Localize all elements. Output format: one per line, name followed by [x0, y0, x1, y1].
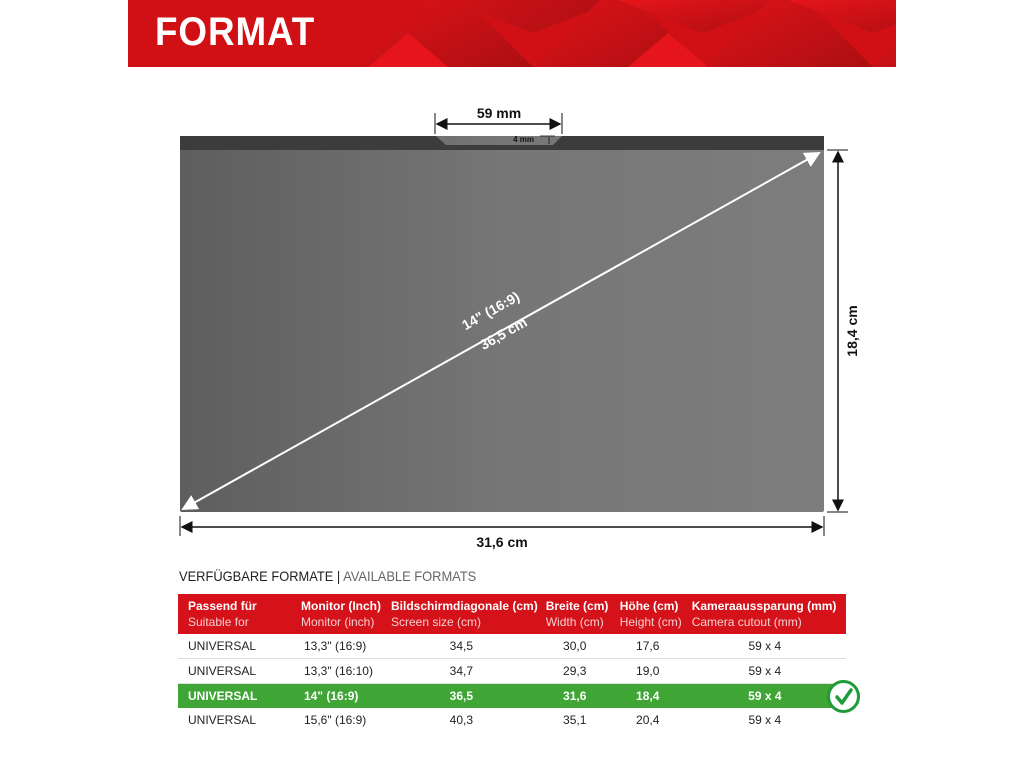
table-row-highlighted: UNIVERSAL 14" (16:9) 36,5 31,6 18,4 59 x 4 — [178, 683, 846, 708]
cell-screen-size: 34,5 — [385, 634, 538, 659]
header-suitable-for: Passend für Suitable for — [178, 594, 291, 634]
cell-monitor: 13,3" (16:9) — [291, 634, 385, 659]
height-label: 18,4 cm — [844, 305, 860, 356]
cell-suitable: UNIVERSAL — [178, 658, 291, 684]
cell-cutout: 59 x 4 — [748, 713, 782, 727]
table-header-row: Passend für Suitable for Monitor (Inch) Mo… — [178, 594, 846, 634]
cell-suitable: UNIVERSAL — [178, 683, 291, 708]
banner-pattern — [363, 0, 896, 67]
cell-suitable: UNIVERSAL — [188, 713, 257, 727]
header-banner: FORMAT — [128, 0, 896, 67]
cell-height: 19,0 — [611, 658, 684, 684]
cell-screen-size: 36,5 — [385, 683, 538, 708]
diagonal-arrow — [181, 152, 821, 510]
cell-cutout: 59 x 4 — [683, 658, 846, 684]
cell-monitor: 14" (16:9) — [291, 683, 385, 708]
cell-cutout: 59 x 4 — [683, 683, 846, 708]
cell-cutout: 59 x 4 — [683, 634, 846, 659]
cell-height: 20,4 — [636, 713, 660, 727]
cell-width: 29,3 — [537, 658, 612, 684]
cell-monitor: 13,3" (16:10) — [291, 658, 385, 684]
banner-title: FORMAT — [155, 10, 316, 54]
cell-screen-size: 40,3 — [449, 713, 474, 727]
header-camera-cutout: Kameraaussparung (mm) Camera cutout (mm) — [683, 594, 846, 634]
cell-suitable: UNIVERSAL — [178, 634, 291, 659]
table-row: UNIVERSAL 13,3" (16:10) 34,7 29,3 19,0 59 x 4 — [178, 658, 846, 684]
cell-monitor: 15,6" (16:9) — [304, 713, 367, 727]
width-label: 31,6 cm — [476, 534, 527, 550]
cell-screen-size: 34,7 — [385, 658, 538, 684]
formats-table: Passend für Suitable for Monitor (Inch) Mo… — [178, 594, 846, 732]
cutout-width-label: 59 mm — [477, 105, 521, 121]
table-row: UNIVERSAL 15,6" (16:9) 40,3 35,1 20,4 59 x 4 — [178, 708, 846, 732]
section-title-en: AVAILABLE FORMATS — [343, 568, 477, 584]
section-separator: | — [333, 568, 344, 584]
cell-width: 30,0 — [537, 634, 612, 659]
top-frame — [180, 136, 824, 150]
dimension-diagram: 59 mm 4 mm 14" (16:9) 36,5 cm 18,4 cm 31… — [179, 105, 860, 550]
cell-height: 17,6 — [611, 634, 684, 659]
cutout-height-label: 4 mm — [513, 135, 534, 144]
header-screen-size: Bildschirmdiagonale (cm) Screen size (cm) — [385, 594, 538, 634]
header-height: Höhe (cm) Height (cm) — [611, 594, 684, 634]
header-monitor: Monitor (Inch) Monitor (inch) — [291, 594, 385, 634]
cell-width: 31,6 — [537, 683, 612, 708]
check-circle-icon — [827, 680, 860, 713]
table-row: UNIVERSAL 13,3" (16:9) 34,5 30,0 17,6 59 x 4 — [178, 634, 846, 659]
header-width: Breite (cm) Width (cm) — [537, 594, 612, 634]
section-title-de: VERFÜGBARE FORMATE — [179, 568, 334, 584]
cell-height: 18,4 — [611, 683, 684, 708]
cell-width: 35,1 — [563, 713, 587, 727]
section-title: VERFÜGBARE FORMATE | AVAILABLE FORMATS — [179, 568, 476, 584]
